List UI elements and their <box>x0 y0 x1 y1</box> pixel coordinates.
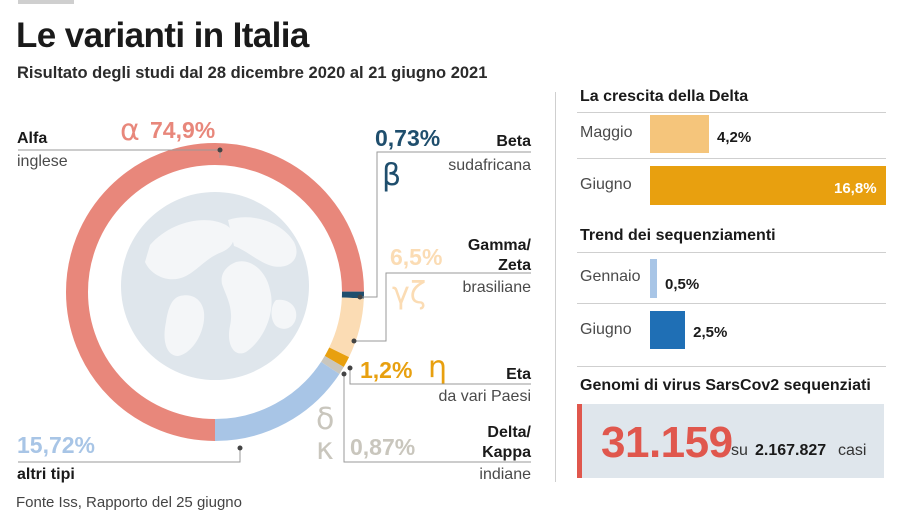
variant-beta-pct: 0,73% <box>375 125 441 151</box>
leader-dot-delta <box>341 371 347 377</box>
leader-dot-gamma <box>351 338 357 344</box>
variant-delta-name: Delta/ <box>487 424 531 441</box>
variant-gamma-name2: Zeta <box>498 257 531 274</box>
donut-slice-gamma <box>329 297 364 358</box>
variant-beta-name: Beta <box>496 133 531 150</box>
variant-delta-greek: δ <box>316 402 335 437</box>
variant-alfa-origin: inglese <box>17 153 68 170</box>
variant-beta-origin: sudafricana <box>448 157 531 174</box>
leader-dot-alfa <box>217 147 223 153</box>
variant-gamma-pct: 6,5% <box>390 244 443 270</box>
variant-eta-origin: da vari Paesi <box>438 388 532 405</box>
variant-delta-name2: Kappa <box>482 444 531 461</box>
delta-growth-label-1: Giugno <box>580 176 632 193</box>
donut-slice-delta <box>321 355 344 374</box>
delta-growth-value-0: 4,2% <box>717 129 752 146</box>
delta-growth-rule <box>577 112 886 113</box>
sequencing-bar-1 <box>650 311 686 349</box>
donut-slice-eta <box>324 347 350 368</box>
variants-donut-chart <box>18 143 531 463</box>
genomes-su: su <box>731 442 748 459</box>
genomes-total: 2.167.827 <box>755 442 827 459</box>
leader-dot-altri <box>237 445 243 451</box>
leader-line-gamma <box>354 272 531 342</box>
delta-growth-bar-0 <box>650 115 709 153</box>
variant-altri-name: altri tipi <box>17 466 75 483</box>
variant-eta-pct: 1,2% <box>360 357 413 383</box>
donut-slice-altri <box>214 361 340 441</box>
genomes-box: 31.159 su 2.167.827 casi <box>577 404 884 478</box>
leader-line-eta <box>349 368 531 385</box>
column-divider <box>555 92 556 482</box>
sequencing-label-0: Gennaio <box>580 268 641 285</box>
sequencing-trend-rule <box>577 252 886 253</box>
leader-line-beta <box>360 151 531 298</box>
genomes-count: 31.159 <box>601 418 733 467</box>
variant-gamma-name: Gamma/ <box>467 237 531 254</box>
sequencing-label-1: Giugno <box>580 321 632 338</box>
delta-growth-title: La crescita della Delta <box>580 88 749 105</box>
genomes-title: Genomi di virus SarsCov2 sequenziati <box>580 377 871 394</box>
variant-altri-pct: 15,72% <box>17 432 96 458</box>
variant-beta-greek: β <box>382 158 402 193</box>
leader-dot-beta <box>357 294 363 300</box>
sequencing-trend-rule-mid <box>577 303 886 304</box>
variant-gamma-origin: brasiliane <box>462 279 531 296</box>
variant-delta-pct: 0,87% <box>350 434 416 460</box>
leader-line-delta <box>343 374 531 463</box>
donut-slice-alfa <box>66 143 364 441</box>
leader-dot-eta <box>347 365 353 371</box>
globe-icon <box>121 192 309 380</box>
page-subtitle: Risultato degli studi dal 28 dicembre 20… <box>17 64 488 82</box>
delta-growth-label-0: Maggio <box>580 124 633 141</box>
sequencing-trend-rule-bottom <box>577 366 886 367</box>
variant-eta-greek: η <box>428 350 448 385</box>
variant-kappa-greek: κ <box>316 432 334 467</box>
variant-eta-name: Eta <box>506 366 531 383</box>
delta-growth-rule-mid <box>577 158 886 159</box>
delta-growth-bar-1 <box>650 166 886 205</box>
variant-gamma-greek: γζ <box>392 276 427 311</box>
source-footnote: Fonte Iss, Rapporto del 25 giugno <box>16 494 242 511</box>
variant-delta-origin: indiane <box>479 466 531 483</box>
delta-growth-value-1: 16,8% <box>834 180 877 197</box>
variant-alfa-greek: α <box>120 113 140 148</box>
sequencing-value-0: 0,5% <box>665 276 700 293</box>
variant-alfa-pct: 74,9% <box>150 117 216 143</box>
sequencing-bar-0 <box>650 259 658 298</box>
sequencing-trend-title: Trend dei sequenziamenti <box>580 227 776 244</box>
page-title: Le varianti in Italia <box>16 16 309 55</box>
sequencing-value-1: 2,5% <box>693 324 728 341</box>
top-accent-bar <box>18 0 74 4</box>
genomes-casi: casi <box>838 442 867 459</box>
variant-alfa-name: Alfa <box>17 130 48 147</box>
leader-line-altri <box>18 448 241 463</box>
